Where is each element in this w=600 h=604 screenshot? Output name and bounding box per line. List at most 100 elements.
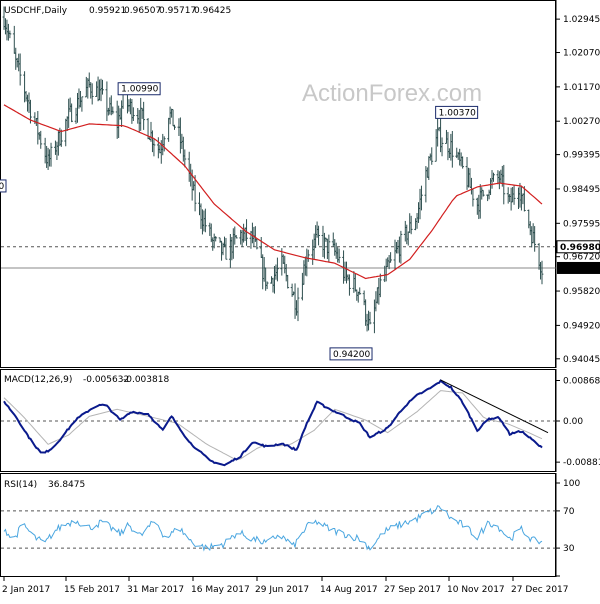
price-y-tick-label: 0.97595 — [563, 219, 600, 229]
price-bar — [512, 185, 516, 205]
annotation-label: 1.00370 — [439, 108, 476, 118]
price-bar — [183, 149, 187, 168]
rsi-line — [3, 505, 543, 552]
price-bar — [461, 156, 465, 169]
x-tick-label: 29 Jun 2017 — [255, 585, 309, 595]
price-bar — [8, 30, 12, 39]
macd-y-tick-label: 0.00 — [563, 417, 583, 427]
price-y-tick-label: 1.01170 — [563, 83, 600, 93]
price-bar — [255, 237, 259, 250]
price-bar — [481, 189, 485, 197]
current-price-label: 0.96425 — [560, 264, 600, 274]
macd-panel-title: MACD(12,26,9) — [4, 375, 72, 385]
x-tick-label: 15 Feb 2017 — [64, 585, 120, 595]
price-annotation: 1.00990 — [117, 82, 161, 96]
x-tick-label: 27 Sep 2017 — [384, 585, 441, 595]
price-bar — [70, 103, 74, 123]
price-y-tick-label: 0.99395 — [563, 151, 600, 161]
price-bar — [492, 172, 495, 182]
price-bar — [111, 106, 115, 115]
price-bar — [533, 226, 537, 252]
price-bar — [296, 287, 300, 322]
annotation-box — [117, 82, 161, 96]
rsi-panel-title: RSI(14) — [4, 480, 37, 490]
rsi-y-tick-label: 100 — [563, 479, 580, 489]
price-bar — [265, 281, 269, 290]
price-bar — [409, 215, 413, 235]
price-bar — [90, 83, 94, 105]
price-bar — [276, 257, 279, 282]
annotation-label: 0.94200 — [333, 350, 370, 360]
watermark: ActionForex.com — [302, 80, 482, 107]
annotation-box — [0, 179, 7, 193]
price-y-tick-label: 1.02070 — [563, 49, 600, 59]
price-bar — [389, 252, 392, 263]
moving-average-line — [3, 104, 543, 280]
annotation-box — [329, 347, 373, 361]
price-y-tick-label: 0.94920 — [563, 321, 600, 331]
price-bar — [540, 260, 544, 285]
x-tick-label: 16 May 2017 — [191, 585, 250, 595]
price-bar — [368, 311, 372, 325]
price-bar — [317, 225, 320, 246]
price-bar — [193, 175, 197, 212]
macd-y-tick-label: 0.00868 — [563, 376, 600, 386]
price-bar — [399, 230, 403, 264]
price-y-tick-label: 1.00270 — [563, 117, 600, 127]
x-tick-label: 27 Dec 2017 — [511, 585, 569, 595]
price-bar — [450, 130, 454, 168]
price-bar — [131, 107, 135, 121]
price-y-tick-label: 0.94045 — [563, 355, 600, 365]
ohlc-high: 0.96507 — [124, 6, 161, 16]
macd-readout-signal: -0.003818 — [123, 375, 169, 385]
price-bar — [39, 130, 43, 149]
price-bar — [337, 248, 341, 264]
price-panel — [0, 0, 556, 368]
price-bar — [327, 234, 331, 263]
price-y-tick-label: 0.98495 — [563, 185, 600, 195]
macd-y-tick-label: -0.008818 — [563, 458, 600, 468]
price-bar — [234, 235, 238, 239]
annotation-label: 1.00990 — [121, 85, 158, 95]
x-tick-label: 31 Mar 2017 — [127, 585, 184, 595]
price-annotation: 1.00370 — [435, 105, 479, 119]
price-bar — [430, 147, 434, 165]
price-bar — [142, 101, 146, 130]
price-bars — [2, 6, 544, 334]
macd-trendline — [440, 379, 549, 434]
price-annotation: 0.98600 — [0, 179, 7, 193]
price-bar — [59, 129, 63, 147]
annotation-label: 0.98600 — [0, 182, 4, 192]
price-y-tick-label: 0.95820 — [563, 287, 600, 297]
current-price-box — [557, 261, 600, 274]
price-bar — [358, 287, 362, 295]
macd-line — [3, 379, 543, 467]
price-bar — [378, 273, 382, 298]
price-y-tick-label: 0.96720 — [563, 253, 600, 263]
rsi-readout: 36.8475 — [48, 480, 85, 490]
level-price-box — [556, 240, 600, 254]
level-price-label: 0.96980 — [560, 243, 600, 253]
rsi-y-tick-label: 30 — [563, 544, 575, 554]
ohlc-low: 0.95717 — [159, 6, 196, 16]
price-bar — [173, 124, 176, 130]
price-bar — [224, 237, 228, 260]
price-bar — [18, 53, 22, 86]
price-bar — [162, 136, 166, 152]
price-bar — [80, 96, 84, 112]
price-bar — [348, 274, 351, 296]
price-panel-title: USDCHF,Daily — [4, 6, 68, 16]
rsi-y-tick-label: 70 — [563, 507, 575, 517]
price-bar — [440, 137, 444, 157]
ohlc-close: 0.96425 — [194, 6, 231, 16]
price-bar — [502, 164, 506, 205]
ohlc-open: 0.95921 — [89, 6, 126, 16]
macd-readout-main: -0.005632 — [83, 375, 129, 385]
x-tick-label: 14 Aug 2017 — [320, 585, 378, 595]
price-bar — [420, 185, 423, 211]
price-bar — [286, 274, 290, 289]
price-bar — [101, 79, 104, 95]
price-bar — [152, 139, 156, 157]
price-bar — [49, 142, 53, 167]
